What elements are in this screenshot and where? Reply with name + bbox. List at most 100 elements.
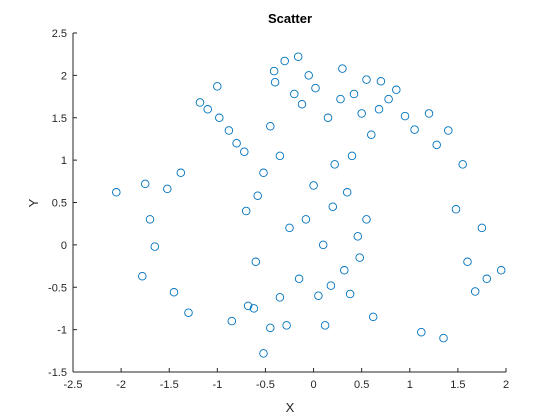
data-point [496, 266, 506, 275]
data-point [269, 66, 279, 76]
data-point [243, 301, 253, 311]
data-point [323, 113, 333, 123]
x-tick-label: -1.5 [160, 379, 179, 391]
data-point [138, 271, 147, 281]
y-tick-label: 2.5 [52, 28, 67, 40]
data-point [266, 323, 275, 333]
x-tick-label: -1 [212, 379, 222, 391]
data-point [362, 75, 371, 84]
data-point [368, 312, 378, 322]
data-point [362, 215, 371, 224]
data-point [213, 82, 222, 91]
data-point [410, 125, 419, 134]
data-point [320, 321, 330, 330]
y-tick-label: 2 [61, 70, 67, 82]
data-point [355, 253, 364, 262]
data-point [338, 64, 347, 73]
data-point [477, 223, 487, 233]
chart-title: Scatter [268, 11, 312, 26]
data-point [353, 232, 363, 241]
data-point [270, 77, 280, 87]
data-point [184, 308, 193, 317]
data-point [259, 168, 268, 178]
data-point [357, 109, 366, 118]
data-point [392, 85, 401, 95]
data-point [224, 126, 234, 135]
data-point [342, 188, 352, 197]
data-point [328, 202, 338, 211]
y-ticks: -1.5 -1 -0.5 0 0.5 1 1.5 2 2.5 [48, 28, 77, 379]
data-point [376, 77, 386, 86]
data-point [318, 240, 328, 250]
x-ticks: -2.5 -2 -1.5 -1 -0.5 0 0.5 1 1.5 2 [64, 368, 509, 391]
data-point [150, 242, 160, 251]
y-tick-label: 0 [61, 240, 67, 252]
x-tick-label: 1 [407, 379, 413, 391]
data-point [259, 349, 268, 358]
data-point [176, 168, 186, 178]
data-point [227, 316, 237, 326]
y-tick-label: -0.5 [48, 282, 67, 294]
data-point [470, 287, 480, 296]
data-point [253, 191, 262, 200]
x-tick-label: -2 [116, 379, 126, 391]
data-point [314, 291, 323, 300]
data-point [163, 184, 172, 194]
data-point [215, 113, 224, 123]
data-point [347, 151, 357, 161]
y-tick-label: -1.5 [48, 367, 67, 379]
data-point [374, 105, 384, 114]
y-tick-label: 1.5 [52, 113, 67, 125]
data-point [326, 281, 336, 290]
data-point [311, 83, 320, 93]
data-point [336, 94, 345, 104]
data-point [439, 333, 448, 343]
data-point [169, 288, 179, 297]
x-tick-label: 2 [503, 379, 509, 391]
data-point [384, 94, 393, 104]
data-point [249, 304, 259, 313]
x-tick-label: 0 [310, 379, 316, 391]
y-axis-label: Y [26, 198, 41, 207]
data-point [140, 179, 150, 189]
data-point [203, 105, 212, 114]
data-point [240, 147, 249, 156]
data-point [280, 56, 289, 66]
y-tick-label: -1 [57, 325, 67, 337]
data-point [304, 71, 313, 80]
data-point [424, 109, 434, 118]
y-tick-label: 0.5 [52, 198, 67, 210]
data-point [275, 293, 285, 302]
x-tick-label: -0.5 [256, 379, 275, 391]
data-point [251, 257, 261, 267]
data-point [294, 274, 304, 284]
x-tick-label: 1.5 [450, 379, 465, 391]
x-axis-label: X [286, 400, 295, 415]
data-point [349, 89, 359, 99]
data-point [241, 206, 251, 216]
data-point [282, 321, 291, 330]
data-point [293, 52, 303, 61]
data-point [432, 140, 441, 150]
data-point [112, 188, 121, 197]
data-point [345, 289, 355, 299]
x-tick-label: 0.5 [354, 379, 369, 391]
data-point [301, 215, 311, 224]
data-point [451, 205, 461, 214]
data-point [330, 160, 339, 169]
data-point [290, 89, 299, 99]
x-tick-label: -2.5 [64, 379, 83, 391]
data-point [340, 266, 349, 275]
data-point [458, 160, 467, 169]
data-point [232, 138, 241, 148]
data-point [482, 274, 492, 284]
data-point [145, 215, 155, 224]
data-point [285, 223, 294, 233]
data-point [275, 151, 285, 161]
points-layer [112, 52, 506, 358]
data-point [417, 327, 426, 337]
data-point [444, 126, 453, 135]
data-point [400, 111, 410, 121]
